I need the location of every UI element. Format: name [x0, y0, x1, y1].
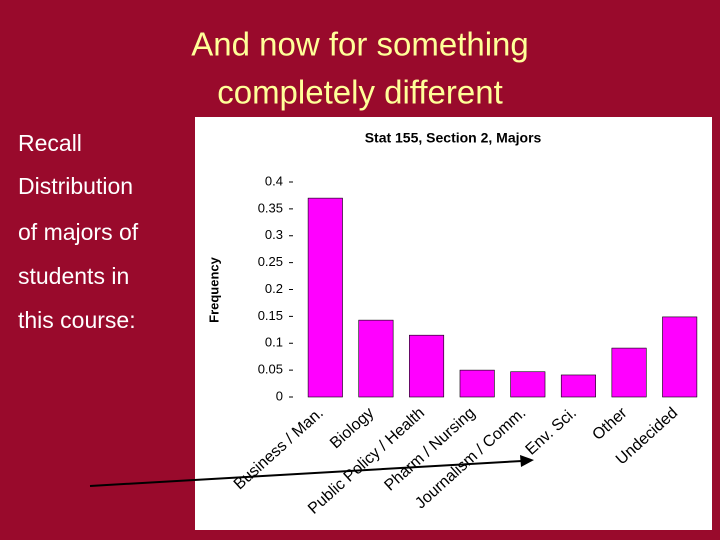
bar: [560, 374, 596, 398]
bar: [662, 316, 698, 398]
body-text: Distribution: [18, 173, 133, 199]
chart-area: [195, 117, 712, 530]
bar: [510, 371, 546, 398]
chart-title: Stat 155, Section 2, Majors: [365, 130, 542, 146]
bar: [307, 197, 343, 398]
bar: [459, 369, 495, 398]
bar: [358, 319, 394, 398]
bar: [409, 334, 445, 398]
y-tick-label: 0: [276, 388, 283, 403]
bar: [611, 347, 647, 398]
body-text: this course:: [18, 307, 136, 333]
y-tick-label: 0.35: [258, 200, 283, 215]
body-text: of majors of: [18, 219, 139, 245]
arrow: [89, 455, 534, 487]
y-tick-label: 0.2: [265, 281, 283, 296]
body-text: students in: [18, 263, 129, 289]
y-tick-label: 0.1: [265, 335, 283, 350]
body-text: Recall: [18, 130, 82, 156]
y-tick-label: 0.05: [258, 362, 283, 377]
y-tick-label: 0.15: [258, 308, 283, 323]
slide-title: And now for something: [191, 26, 529, 63]
y-tick-label: 0.25: [258, 254, 283, 269]
y-tick-label: 0.4: [265, 173, 283, 188]
y-tick-label: 0.3: [265, 227, 283, 242]
slide-title: completely different: [217, 74, 503, 111]
y-axis-label: Frequency: [206, 256, 221, 323]
